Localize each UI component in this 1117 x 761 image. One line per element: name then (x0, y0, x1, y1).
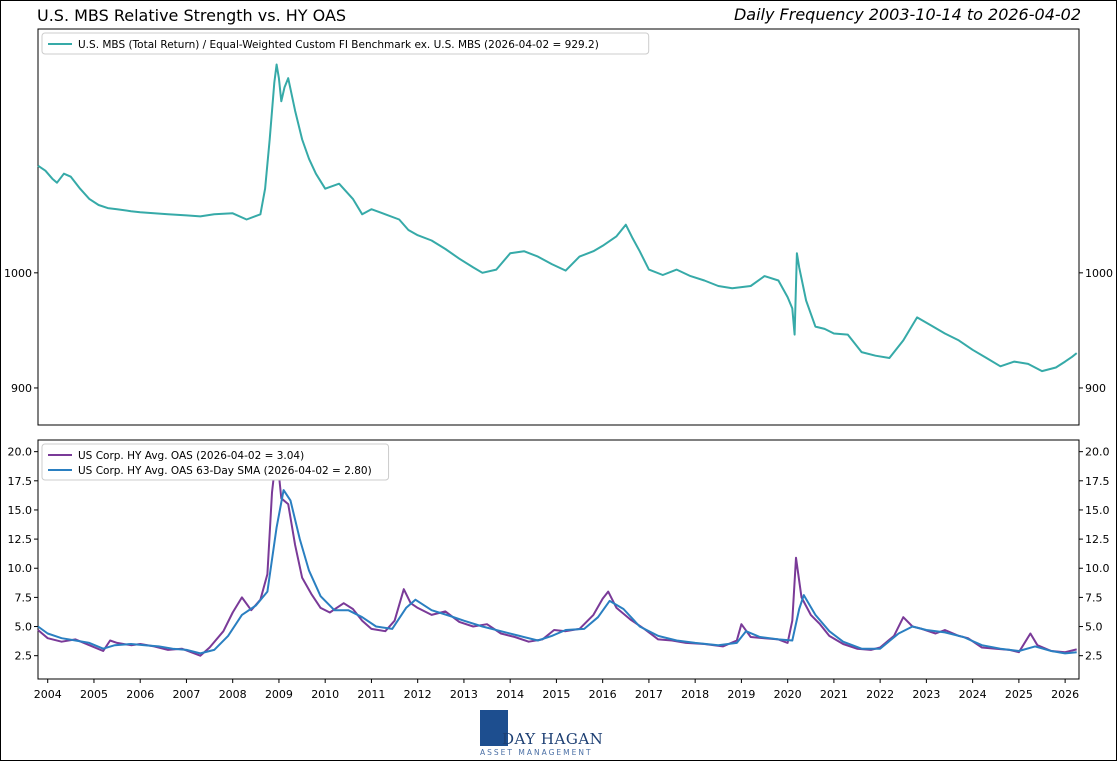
logo: DAY HAGAN ASSET MANAGEMENT (478, 710, 608, 758)
y-tick-label-right: 10.0 (1085, 562, 1110, 575)
y-tick-label-left: 2.5 (15, 650, 33, 663)
x-tick-label: 2005 (80, 688, 108, 701)
x-tick-label: 2016 (589, 688, 617, 701)
x-tick-label: 2017 (635, 688, 663, 701)
y-tick-label-left: 20.0 (8, 446, 33, 459)
bottom-panel: 2.5 2.5 5.0 5.0 7.5 7.5 10.0 10.0 12.5 12.5 15.0 15… (8, 439, 1110, 701)
logo-name: DAY HAGAN (502, 730, 604, 748)
y-tick-label-left: 15.0 (8, 504, 33, 517)
x-tick-label: 2025 (1005, 688, 1033, 701)
series-line-1 (37, 63, 1078, 373)
legend-box (41, 443, 390, 481)
x-tick-label: 2024 (959, 688, 987, 701)
x-tick-label: 2007 (172, 688, 200, 701)
y-tick-label-right: 7.5 (1085, 591, 1103, 604)
x-tick-label: 2020 (774, 688, 802, 701)
x-tick-label: 2008 (219, 688, 247, 701)
series-line-1 (37, 450, 1077, 657)
x-tick-label: 2018 (681, 688, 709, 701)
plot-frame (37, 28, 1080, 426)
plot-frame (37, 439, 1080, 680)
x-tick-label: 2013 (450, 688, 478, 701)
legend-entry: US Corp. HY Avg. OAS (2026-04-02 = 3.04) (78, 450, 304, 462)
y-tick-label-right: 5.0 (1085, 621, 1103, 634)
frequency-label: Daily Frequency 2003-10-14 to 2026-04-02 (733, 5, 1081, 24)
legend-entry: U.S. MBS (Total Return) / Equal-Weighted… (78, 39, 599, 51)
y-tick-label-right: 1000 (1085, 267, 1113, 280)
x-tick-label: 2015 (542, 688, 570, 701)
y-tick-label-right: 2.5 (1085, 650, 1103, 663)
chart-title: U.S. MBS Relative Strength vs. HY OAS (37, 6, 347, 25)
y-tick-label-left: 5.0 (15, 621, 33, 634)
legend-entry: US Corp. HY Avg. OAS 63-Day SMA (2026-04… (78, 465, 372, 477)
x-tick-label: 2014 (496, 688, 524, 701)
x-tick-label: 2004 (34, 688, 62, 701)
x-tick-label: 2019 (727, 688, 755, 701)
y-tick-label-right: 20.0 (1085, 446, 1110, 459)
x-tick-label: 2009 (265, 688, 293, 701)
x-tick-label: 2026 (1051, 688, 1079, 701)
y-tick-label-right: 12.5 (1085, 533, 1110, 546)
x-tick-label: 2011 (357, 688, 385, 701)
y-tick-label-left: 17.5 (8, 475, 33, 488)
x-tick-label: 2010 (311, 688, 339, 701)
x-tick-label: 2022 (866, 688, 894, 701)
logo-mark (480, 710, 508, 746)
logo-subtitle: ASSET MANAGEMENT (480, 748, 593, 757)
y-tick-label-left: 7.5 (15, 591, 33, 604)
x-tick-label: 2023 (912, 688, 940, 701)
legend-box (41, 32, 650, 55)
y-tick-label-right: 15.0 (1085, 504, 1110, 517)
y-tick-label-left: 12.5 (8, 533, 33, 546)
y-tick-label-left: 1000 (4, 267, 32, 280)
x-tick-label: 2006 (126, 688, 154, 701)
x-tick-label: 2021 (820, 688, 848, 701)
series-line-2 (37, 489, 1077, 655)
y-tick-label-left: 900 (11, 382, 32, 395)
x-tick-label: 2012 (404, 688, 432, 701)
top-panel: 900 900 1000 1000 U.S. MBS (Total Return) / … (4, 28, 1113, 426)
y-tick-label-right: 17.5 (1085, 475, 1110, 488)
y-tick-label-right: 900 (1085, 382, 1106, 395)
y-tick-label-left: 10.0 (8, 562, 33, 575)
